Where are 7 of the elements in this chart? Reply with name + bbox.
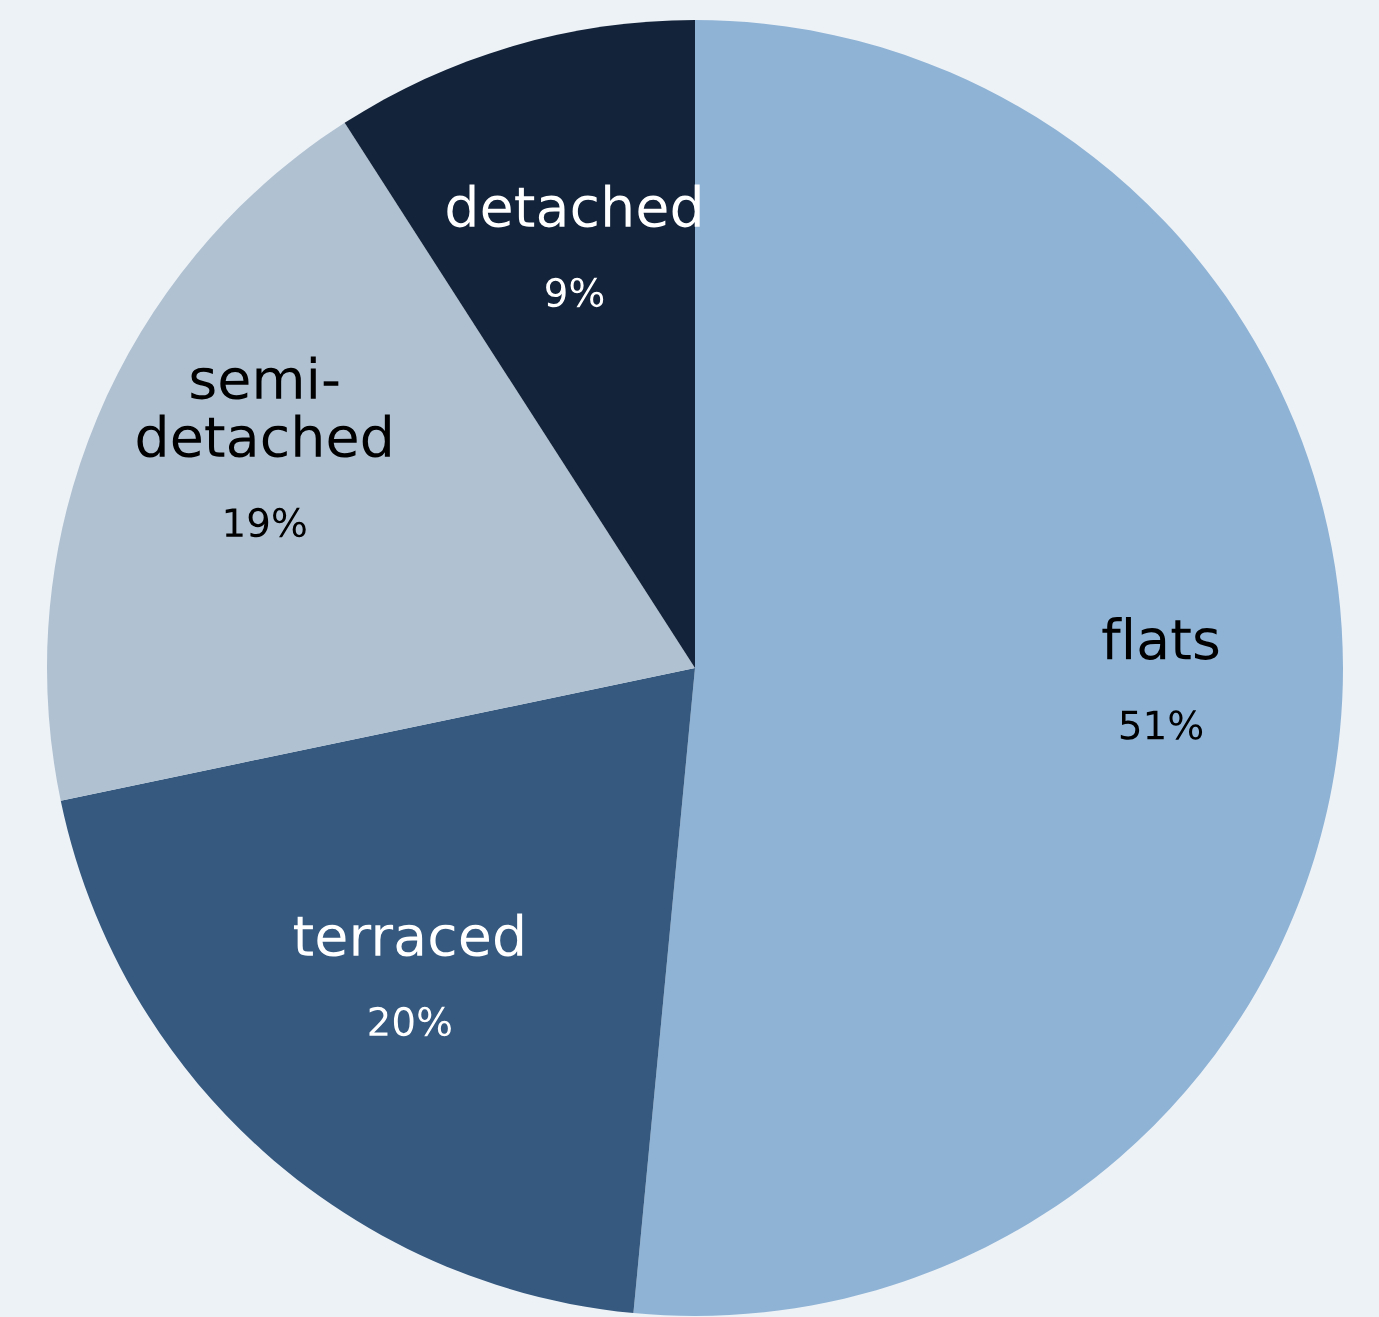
slice-label: terraced: [293, 913, 523, 957]
data-label: 51%: [1120, 710, 1203, 740]
data-label: 20%: [369, 1006, 451, 1037]
data-label: 19%: [225, 507, 306, 538]
slice-label: flats: [1102, 616, 1219, 660]
data-label: 9%: [546, 277, 604, 308]
slice-label: semi- detached: [137, 356, 390, 458]
